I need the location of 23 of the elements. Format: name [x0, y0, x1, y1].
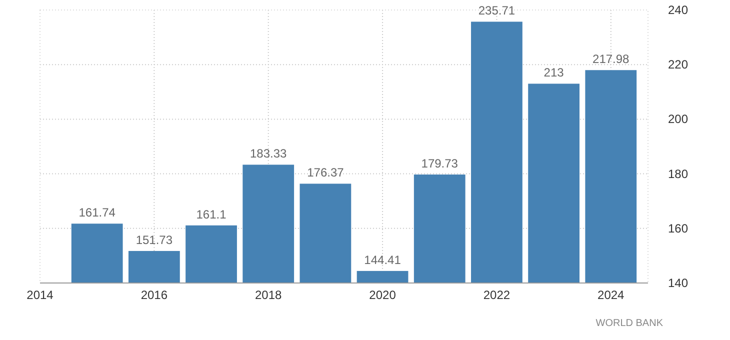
x-tick-label: 2024	[598, 288, 625, 302]
x-tick-label: 2020	[369, 288, 396, 302]
x-tick-label: 2014	[26, 288, 54, 302]
y-tick-label: 220	[668, 58, 688, 72]
x-tick-label: 2016	[140, 288, 168, 302]
text: WORLD BANK	[596, 318, 664, 329]
data-label: 176.37	[307, 166, 344, 180]
data-label: 161.74	[78, 206, 116, 220]
y-tick-label: 180	[668, 166, 688, 181]
y-tick-label: 140	[668, 276, 688, 290]
data-label: 183.33	[250, 146, 288, 161]
data-label: 161.1	[196, 207, 227, 222]
data-label: 235.71	[478, 4, 516, 18]
data-label: 213	[544, 66, 564, 80]
data-label: 179.73	[421, 156, 458, 171]
data-label: 151.73	[136, 232, 173, 247]
y-tick-label: 200	[668, 112, 688, 126]
data-label: 217.98	[592, 52, 630, 66]
x-tick-label: 2022	[483, 288, 510, 302]
y-tick-label: 240	[668, 3, 688, 17]
data-label: 144.41	[364, 252, 402, 267]
x-tick-label: 2018	[255, 288, 282, 302]
y-tick-label: 160	[668, 221, 688, 236]
